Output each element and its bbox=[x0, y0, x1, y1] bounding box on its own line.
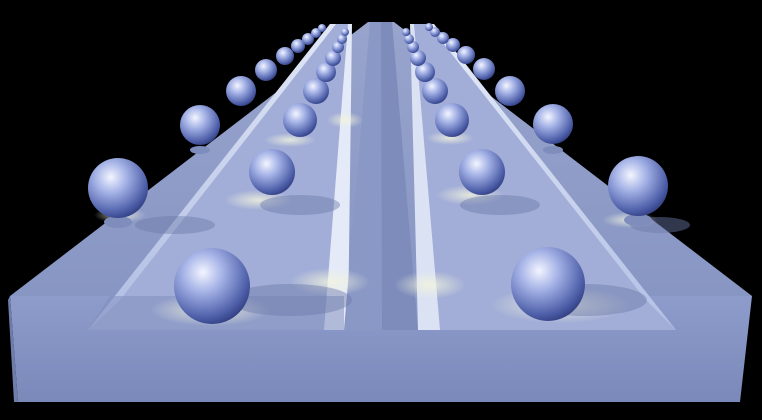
sphere bbox=[415, 62, 435, 82]
sphere bbox=[430, 27, 440, 37]
sphere-row-left-outer bbox=[88, 24, 326, 228]
sphere bbox=[437, 32, 449, 44]
sphere bbox=[473, 58, 495, 80]
left-groove-wall-outer bbox=[88, 24, 336, 330]
sphere bbox=[325, 50, 341, 66]
sphere bbox=[341, 28, 349, 36]
sphere-row-right-inner bbox=[402, 28, 585, 321]
sphere bbox=[88, 158, 148, 218]
sphere bbox=[226, 76, 256, 106]
sphere bbox=[291, 39, 305, 53]
sphere bbox=[511, 247, 585, 321]
right-groove-wall-inner bbox=[410, 24, 440, 330]
left-groove-wall-inner bbox=[324, 24, 352, 330]
sphere bbox=[337, 34, 347, 44]
sphere bbox=[608, 156, 668, 216]
sphere bbox=[311, 28, 321, 38]
sphere bbox=[316, 62, 336, 82]
sphere bbox=[435, 103, 469, 137]
sphere-row-right-outer bbox=[425, 23, 668, 226]
slab-front-left-edge bbox=[8, 296, 18, 402]
sphere bbox=[457, 46, 475, 64]
sphere bbox=[407, 41, 419, 53]
sphere bbox=[249, 149, 295, 195]
sphere bbox=[459, 149, 505, 195]
sphere bbox=[303, 78, 329, 104]
sphere bbox=[318, 24, 326, 32]
sphere bbox=[410, 50, 426, 66]
center-ridge-shade bbox=[381, 22, 418, 330]
right-groove-wall-outer bbox=[428, 24, 676, 330]
sphere bbox=[255, 59, 277, 81]
sphere-row-left-inner bbox=[174, 28, 349, 324]
sphere bbox=[422, 78, 448, 104]
sphere bbox=[283, 103, 317, 137]
sphere bbox=[332, 41, 344, 53]
sphere bbox=[302, 33, 314, 45]
sphere bbox=[495, 76, 525, 106]
sphere bbox=[404, 34, 414, 44]
sphere bbox=[446, 38, 460, 52]
sphere bbox=[276, 47, 294, 65]
sphere bbox=[402, 28, 410, 36]
sphere bbox=[425, 23, 433, 31]
sphere bbox=[174, 248, 250, 324]
sphere bbox=[533, 104, 573, 144]
sphere bbox=[180, 105, 220, 145]
